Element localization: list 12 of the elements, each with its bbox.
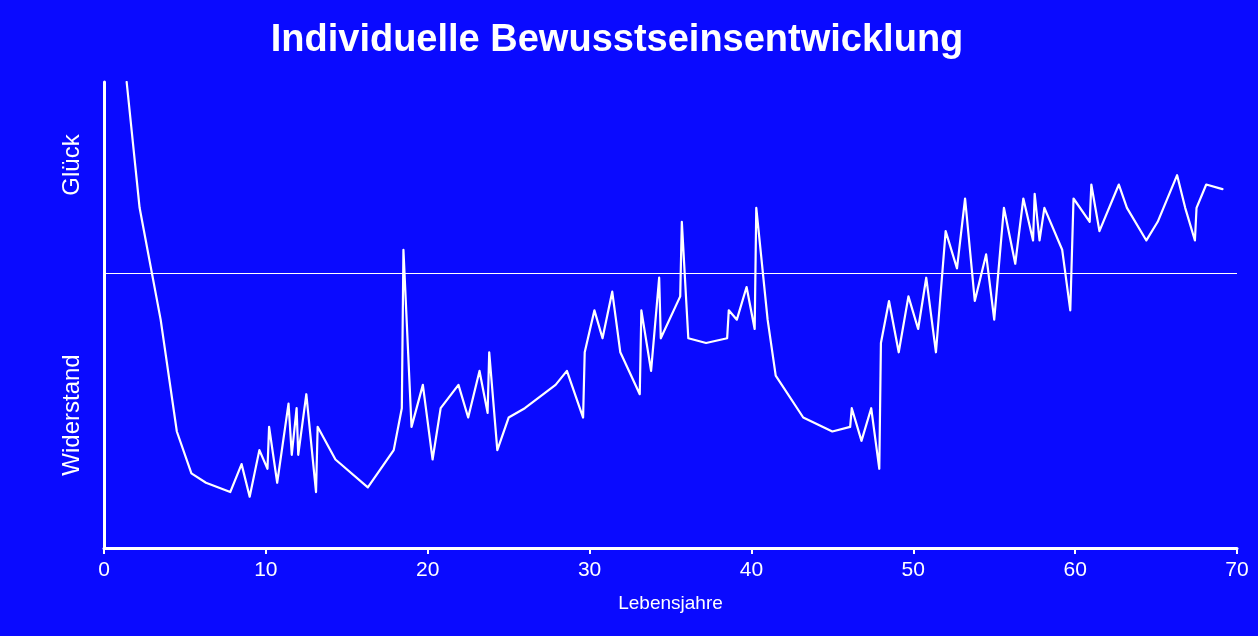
x-tick-label: 40 bbox=[739, 557, 764, 580]
x-axis-title: Lebensjahre bbox=[618, 592, 723, 613]
x-tick-label: 30 bbox=[577, 557, 602, 580]
x-tick-label: 70 bbox=[1225, 557, 1249, 580]
x-tick-label: 50 bbox=[901, 557, 925, 580]
chart-title: Individuelle Bewusstseinsentwicklung bbox=[270, 17, 964, 59]
text: Glück bbox=[56, 133, 84, 196]
x-tick-label: 0 bbox=[98, 557, 110, 580]
x-tick-label: 60 bbox=[1063, 557, 1087, 580]
text: Widerstand bbox=[56, 354, 84, 476]
x-tick-label: 10 bbox=[254, 557, 278, 580]
x-tick-label: 20 bbox=[416, 557, 440, 580]
